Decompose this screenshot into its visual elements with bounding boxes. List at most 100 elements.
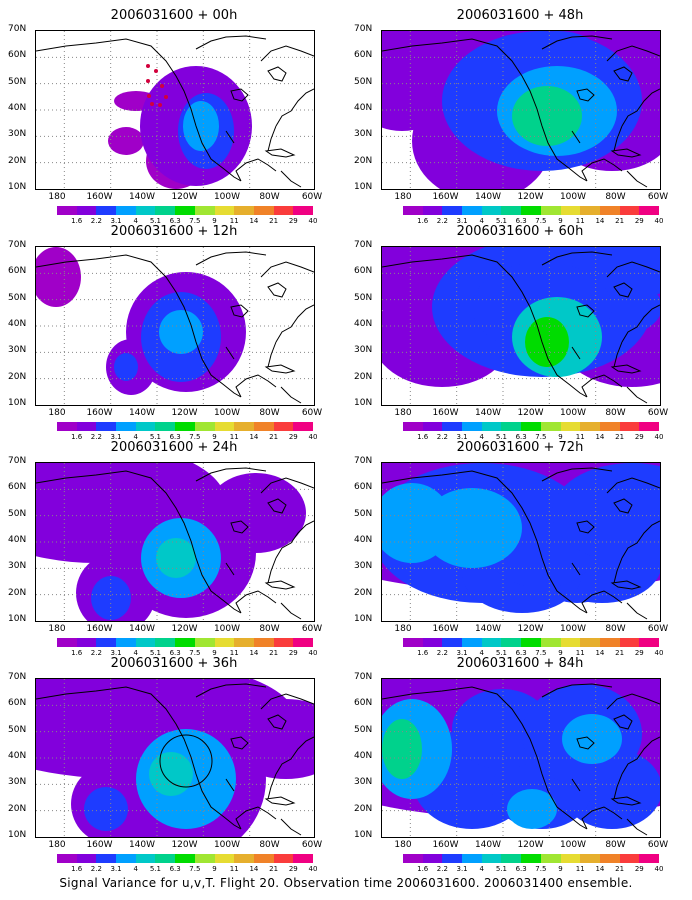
panel-title: 2006031600 + 84h (456, 656, 584, 671)
colorbar-label: 21 (615, 433, 625, 441)
y-axis-label: 70N (354, 240, 373, 250)
colorbar-swatch (580, 206, 600, 215)
coastline (382, 35, 660, 182)
y-axis-label: 70N (8, 240, 27, 250)
colorbar-swatch (96, 206, 117, 215)
colorbar-label: 11 (575, 433, 585, 441)
y-axis-label: 70N (8, 672, 27, 682)
colorbar-swatch (540, 854, 561, 863)
colorbar-swatch (639, 206, 659, 215)
colorbar (57, 422, 313, 431)
colorbar-label: 9 (212, 649, 217, 657)
x-axis-label: 120W (517, 192, 544, 202)
colorbar (57, 206, 313, 215)
x-axis-label: 80W (605, 840, 626, 850)
x-axis-label: 180 (394, 624, 412, 634)
colorbar-swatch (521, 206, 541, 215)
colorbar-label: 40 (308, 865, 318, 873)
colorbar-label: 1.6 (417, 865, 429, 873)
y-axis-label: 30N (354, 345, 373, 356)
x-axis-label: 80W (259, 192, 280, 202)
colorbar-swatch (214, 206, 235, 215)
colorbar-swatch (155, 638, 176, 647)
colorbar-label: 6.3 (169, 217, 181, 225)
colorbar-label: 2.2 (90, 649, 102, 657)
colorbar-swatch (462, 854, 482, 863)
colorbar-swatch (599, 854, 620, 863)
x-axis-label: 80W (605, 624, 626, 634)
x-axis-label: 100W (559, 192, 587, 202)
colorbar-label: 1.6 (417, 433, 429, 441)
colorbar-swatch (253, 854, 274, 863)
colorbar-swatch (293, 638, 313, 647)
colorbar-label: 11 (229, 217, 239, 225)
x-axis-label: 100W (213, 192, 241, 202)
y-axis-label: 20N (8, 587, 27, 598)
colorbar-label: 5.1 (495, 217, 508, 225)
colorbar-swatch (76, 854, 97, 863)
coastline (36, 35, 314, 182)
colorbar-label: 3.1 (456, 433, 468, 441)
colorbar-label: 4 (133, 217, 138, 225)
colorbar-swatch (639, 638, 659, 647)
map-svg (36, 247, 314, 405)
x-axis-label: 180 (48, 192, 66, 202)
map-panel: 2006031600 + 48h 70N 60N 50N 40N 30N 20N 10N 180… (354, 8, 668, 225)
colorbar-label: 29 (634, 433, 644, 441)
y-axis-label: 30N (8, 561, 27, 572)
figure-caption: Signal Variance for u,v,T. Flight 20. Ob… (59, 876, 633, 890)
colorbar-swatch (76, 422, 97, 431)
y-axis-label: 30N (354, 777, 373, 788)
map-panel: 2006031600 + 12h 70N 60N 50N 40N 30N 20N 10N 180… (8, 224, 322, 441)
y-axis-label: 60N (8, 266, 27, 277)
colorbar-swatch (639, 854, 659, 863)
colorbar-label: 21 (269, 865, 279, 873)
colorbar-swatch (96, 422, 117, 431)
variance-contour (507, 789, 557, 829)
colorbar-swatch (619, 854, 640, 863)
y-axis-label: 50N (8, 76, 27, 87)
colorbar-swatch (422, 638, 443, 647)
colorbar-swatch (501, 854, 522, 863)
x-axis-label: 80W (259, 840, 280, 850)
colorbar-swatch (619, 206, 640, 215)
variance-contour (512, 86, 582, 146)
colorbar-swatch (501, 638, 522, 647)
y-axis-label: 50N (8, 292, 27, 303)
colorbar-label: 14 (595, 649, 605, 657)
colorbar-swatch (116, 206, 136, 215)
map-svg (36, 463, 314, 621)
colorbar-label: 2.2 (436, 865, 448, 873)
map-svg (36, 679, 314, 837)
map-svg (382, 679, 660, 837)
coastline (36, 251, 314, 398)
colorbar-swatch (462, 422, 482, 431)
variance-contour (525, 317, 569, 367)
map-frame (35, 462, 315, 622)
variance-contour (159, 310, 203, 354)
colorbar-swatch (403, 638, 423, 647)
x-axis-label: 60W (301, 624, 323, 634)
colorbar-label: 21 (615, 865, 625, 873)
colorbar-label: 4 (479, 649, 484, 657)
y-axis-label: 30N (8, 345, 27, 356)
colorbar-swatch (442, 854, 463, 863)
colorbar-swatch (214, 854, 235, 863)
map-frame (35, 246, 315, 406)
colorbar-label: 3.1 (456, 649, 468, 657)
colorbar-label: 7.5 (535, 433, 547, 441)
variance-contour (382, 719, 422, 779)
x-axis-label: 100W (559, 840, 587, 850)
coastline (571, 125, 648, 188)
colorbar-swatch (175, 206, 195, 215)
map-svg (36, 31, 314, 189)
colorbar-label: 14 (249, 433, 259, 441)
y-axis-label: 20N (8, 371, 27, 382)
colorbar-label: 29 (288, 865, 298, 873)
colorbar-swatch (422, 854, 443, 863)
y-axis-label: 50N (354, 76, 373, 87)
variance-contour (517, 31, 597, 71)
colorbar-label: 5.1 (495, 649, 508, 657)
colorbar-label: 14 (595, 217, 605, 225)
colorbar-swatch (96, 854, 117, 863)
